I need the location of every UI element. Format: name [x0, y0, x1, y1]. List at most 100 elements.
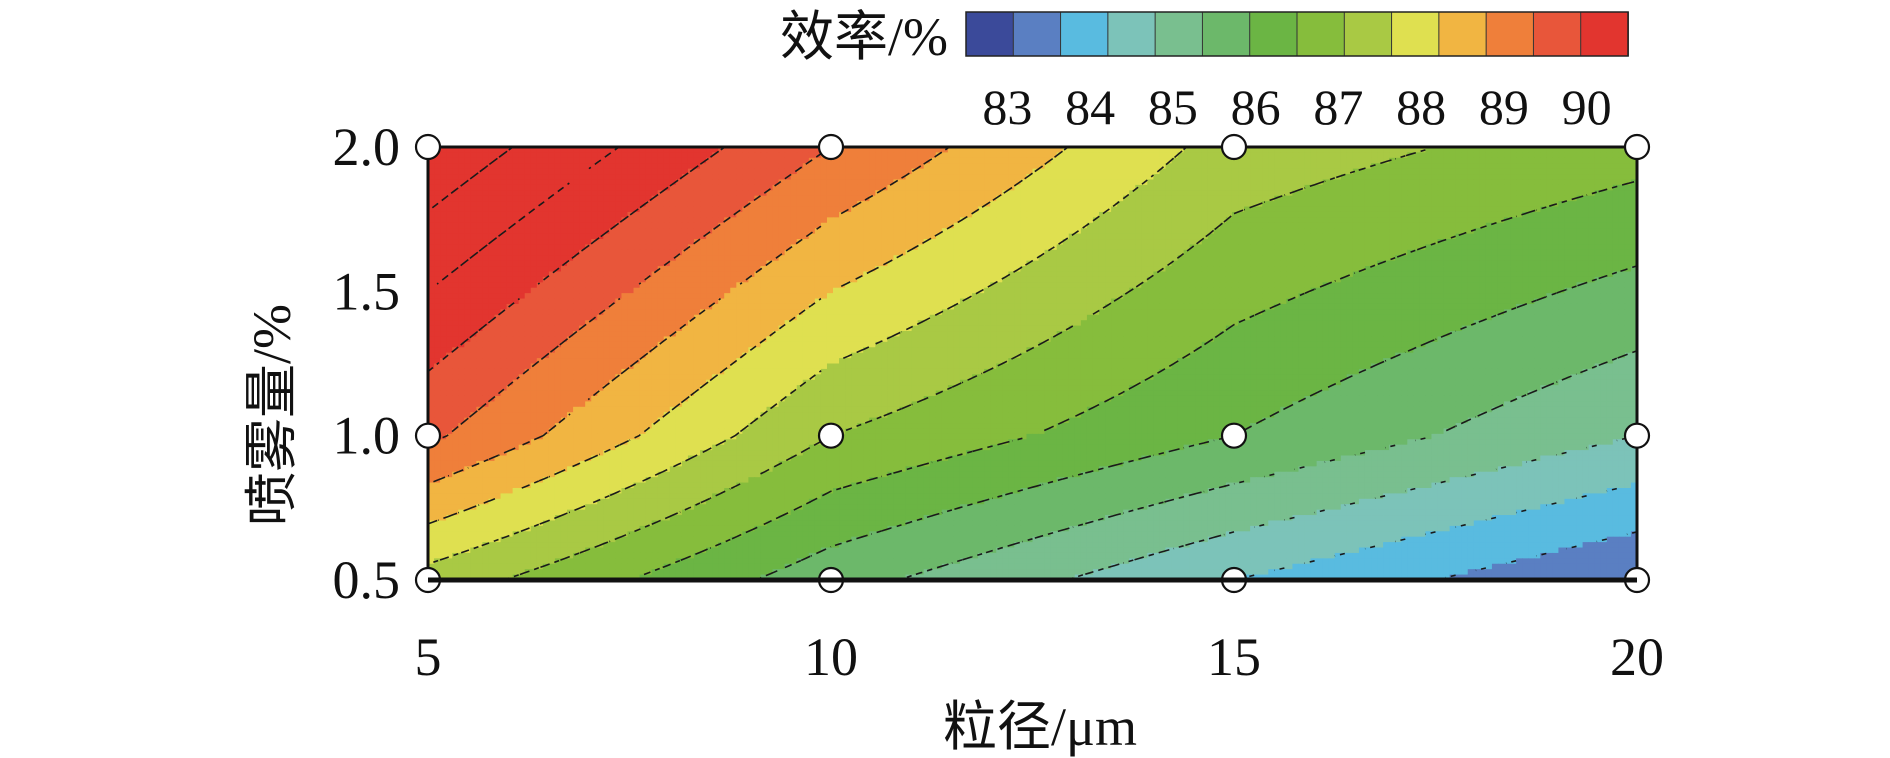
contour-cell: [790, 217, 798, 224]
contour-cell: [959, 276, 967, 283]
contour-cell: [1516, 249, 1523, 256]
contour-cell: [1280, 276, 1287, 283]
contour-cell: [633, 174, 641, 181]
contour-cell: [833, 255, 840, 262]
contour-cell: [1262, 266, 1269, 273]
contour-cell: [579, 217, 586, 224]
contour-cell: [742, 157, 749, 164]
contour-cell: [953, 260, 961, 267]
contour-cell: [1491, 217, 1499, 224]
contour-cell: [947, 206, 955, 213]
contour-cell: [1068, 211, 1076, 218]
contour-cell: [512, 152, 520, 159]
contour-cell: [1364, 195, 1372, 202]
contour-cell: [1588, 206, 1596, 213]
contour-cell: [1328, 152, 1336, 159]
contour-cell: [1497, 174, 1505, 181]
contour-cell: [597, 239, 604, 246]
contour-cell: [1092, 168, 1100, 175]
contour-cell: [1352, 201, 1360, 208]
contour-cell: [1516, 195, 1523, 202]
contour-cell: [560, 239, 568, 246]
contour-cell: [1558, 163, 1566, 170]
contour-cell: [869, 206, 876, 213]
contour-cell: [1316, 276, 1324, 283]
contour-cell: [736, 211, 743, 218]
contour-cell: [1207, 147, 1215, 154]
contour-cell: [1286, 276, 1294, 283]
contour-cell: [1606, 244, 1614, 251]
contour-cell: [1383, 211, 1390, 218]
contour-cell: [464, 147, 471, 154]
contour-cell: [1044, 174, 1052, 181]
contour-cell: [1280, 195, 1287, 202]
contour-cell: [1389, 195, 1396, 202]
contour-cell: [700, 201, 707, 208]
contour-cell: [591, 147, 598, 154]
contour-cell: [1377, 195, 1384, 202]
contour-cell: [1002, 179, 1009, 186]
contour-cell: [796, 152, 804, 159]
contour-cell: [1540, 206, 1547, 213]
contour-cell: [1111, 157, 1118, 164]
contour-cell: [754, 152, 762, 159]
contour-cell: [1020, 195, 1028, 202]
contour-cell: [428, 168, 435, 175]
contour-cell: [1516, 255, 1523, 262]
contour-cell: [506, 152, 514, 159]
contour-cell: [585, 249, 592, 256]
contour-cell: [706, 276, 713, 283]
contour-cell: [1044, 163, 1052, 170]
contour-cell: [1219, 244, 1227, 251]
contour-cell: [748, 184, 756, 191]
contour-cell: [1111, 211, 1118, 218]
contour-cell: [597, 260, 604, 267]
contour-cell: [470, 168, 477, 175]
contour-cell: [536, 179, 544, 186]
contour-cell: [669, 271, 677, 278]
contour-cell: [494, 201, 502, 208]
contour-cell: [1467, 163, 1475, 170]
contour-cell: [1612, 174, 1620, 181]
contour-cell: [567, 174, 574, 181]
contour-cell: [506, 201, 514, 208]
contour-cell: [724, 201, 731, 208]
contour-cell: [1153, 271, 1161, 278]
contour-cell: [1129, 276, 1136, 283]
contour-cell: [1582, 222, 1590, 229]
contour-cell: [959, 222, 967, 229]
contour-cell: [1316, 152, 1324, 159]
contour-cell: [675, 233, 683, 240]
contour-cell: [718, 239, 725, 246]
contour-cell: [657, 168, 665, 175]
contour-cell: [959, 266, 967, 273]
contour-cell: [1455, 260, 1463, 267]
contour-cell: [1256, 255, 1263, 262]
contour-cell: [1383, 201, 1390, 208]
contour-cell: [935, 147, 943, 154]
contour-cell: [1159, 168, 1167, 175]
contour-cell: [1219, 228, 1227, 235]
contour-cell: [1225, 217, 1233, 224]
contour-cell: [984, 249, 991, 256]
contour-cell: [1455, 255, 1463, 262]
contour-cell: [1425, 271, 1433, 278]
contour-cell: [1431, 184, 1439, 191]
contour-cell: [724, 260, 731, 267]
contour-cell: [1485, 271, 1493, 278]
contour-cell: [1582, 244, 1590, 251]
contour-cell: [1008, 168, 1015, 175]
contour-cell: [1564, 190, 1572, 197]
contour-cell: [1165, 179, 1173, 186]
contour-cell: [1225, 266, 1233, 273]
contour-cell: [579, 239, 586, 246]
contour-cell: [766, 190, 774, 197]
contour-cell: [1014, 168, 1022, 175]
contour-cell: [978, 206, 985, 213]
contour-cell: [1111, 174, 1118, 181]
contour-cell: [1570, 147, 1578, 154]
contour-cell: [536, 266, 544, 273]
contour-cell: [1473, 228, 1481, 235]
contour-cell: [1274, 190, 1281, 197]
contour-cell: [760, 255, 768, 262]
